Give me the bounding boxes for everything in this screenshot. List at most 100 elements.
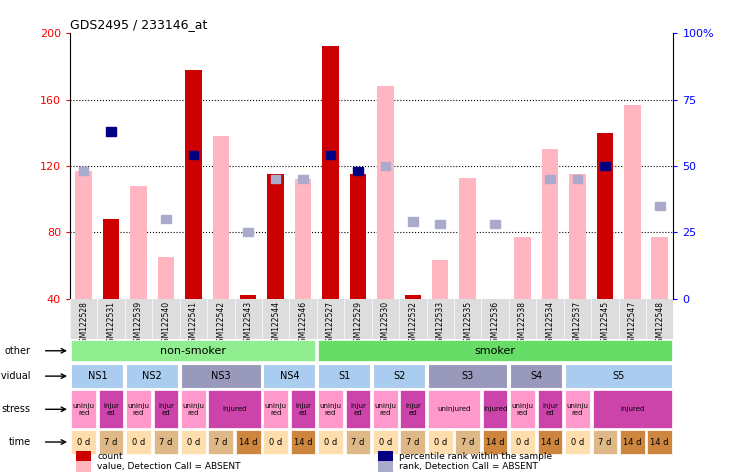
Bar	[514, 237, 531, 299]
Text: 14 d: 14 d	[294, 438, 312, 447]
Text: GSM122540: GSM122540	[161, 301, 171, 347]
Bar	[428, 430, 453, 454]
Bar	[428, 391, 480, 428]
Text: smoker: smoker	[475, 346, 516, 356]
Text: GSM122528: GSM122528	[79, 301, 88, 346]
Bar	[346, 391, 370, 428]
Bar	[126, 391, 151, 428]
Bar	[400, 391, 425, 428]
Bar	[236, 430, 261, 454]
Text: uninju
red: uninju red	[375, 403, 397, 416]
Text: GSM122538: GSM122538	[518, 301, 527, 346]
Bar	[353, 167, 363, 175]
Bar	[76, 461, 91, 472]
Bar	[592, 391, 672, 428]
Text: GSM122527: GSM122527	[326, 301, 335, 346]
Text: 14 d: 14 d	[239, 438, 258, 447]
Bar	[405, 295, 421, 299]
Bar	[208, 391, 261, 428]
Bar	[573, 175, 582, 183]
Bar	[648, 430, 672, 454]
Bar	[408, 218, 417, 226]
Bar	[103, 219, 119, 299]
Text: 7 d: 7 d	[214, 438, 227, 447]
Bar	[510, 430, 535, 454]
Text: rank, Detection Call = ABSENT: rank, Detection Call = ABSENT	[399, 463, 538, 472]
Text: uninju
red: uninju red	[567, 403, 588, 416]
Text: percentile rank within the sample: percentile rank within the sample	[399, 452, 552, 461]
Bar	[373, 391, 397, 428]
Bar	[291, 391, 316, 428]
Bar	[378, 451, 393, 461]
Text: time: time	[9, 437, 31, 447]
Text: injur
ed: injur ed	[405, 403, 421, 416]
Text: 14 d: 14 d	[623, 438, 642, 447]
Text: S4: S4	[530, 371, 542, 381]
Text: GSM122531: GSM122531	[107, 301, 116, 346]
Text: GSM122533: GSM122533	[436, 301, 445, 347]
Bar	[263, 391, 288, 428]
Bar	[322, 46, 339, 299]
Bar	[381, 162, 390, 170]
Bar	[318, 364, 370, 388]
Text: uninju
red: uninju red	[183, 403, 205, 416]
Bar	[263, 430, 288, 454]
Bar	[373, 364, 425, 388]
Text: 7 d: 7 d	[159, 438, 173, 447]
Bar	[130, 186, 146, 299]
Bar	[378, 461, 393, 472]
Text: uninjured: uninjured	[437, 406, 470, 412]
Bar	[244, 228, 253, 237]
Text: 7 d: 7 d	[598, 438, 612, 447]
Text: other: other	[4, 346, 31, 356]
Bar	[350, 174, 367, 299]
Bar	[298, 175, 308, 183]
Text: injur
ed: injur ed	[542, 403, 558, 416]
Text: GSM122547: GSM122547	[628, 301, 637, 347]
Bar	[318, 340, 672, 361]
Bar	[377, 86, 394, 299]
Bar	[538, 391, 562, 428]
Bar	[75, 171, 92, 299]
Bar	[181, 364, 261, 388]
Bar	[592, 430, 618, 454]
Text: NS4: NS4	[280, 371, 300, 381]
Bar	[161, 215, 171, 223]
Text: GSM122535: GSM122535	[463, 301, 473, 347]
Text: injur
ed: injur ed	[350, 403, 366, 416]
Text: uninju
red: uninju red	[73, 403, 95, 416]
Bar	[483, 391, 508, 428]
Text: GSM122537: GSM122537	[573, 301, 582, 347]
Bar	[267, 174, 284, 299]
Text: 0 d: 0 d	[77, 438, 91, 447]
Text: NS2: NS2	[142, 371, 162, 381]
Bar	[318, 391, 343, 428]
Text: GSM122541: GSM122541	[189, 301, 198, 346]
Text: 14 d: 14 d	[651, 438, 669, 447]
Bar	[154, 430, 178, 454]
Text: 7 d: 7 d	[351, 438, 364, 447]
Bar	[346, 430, 370, 454]
Text: GSM122545: GSM122545	[601, 301, 609, 347]
Text: S1: S1	[338, 371, 350, 381]
Bar	[510, 391, 535, 428]
Text: GSM122530: GSM122530	[381, 301, 390, 347]
Bar	[295, 179, 311, 299]
Bar	[373, 430, 397, 454]
Bar	[510, 364, 562, 388]
Text: stress: stress	[1, 404, 31, 414]
Bar	[79, 167, 88, 175]
Text: 0 d: 0 d	[132, 438, 145, 447]
Bar	[291, 430, 316, 454]
Text: uninju
red: uninju red	[512, 403, 534, 416]
Text: count: count	[97, 452, 123, 461]
Text: non-smoker: non-smoker	[160, 346, 227, 356]
Bar	[208, 430, 233, 454]
Text: GSM122542: GSM122542	[216, 301, 225, 346]
Bar	[400, 430, 425, 454]
Text: injured: injured	[222, 406, 247, 412]
Text: value, Detection Call = ABSENT: value, Detection Call = ABSENT	[97, 463, 241, 472]
Text: 0 d: 0 d	[324, 438, 337, 447]
Bar	[432, 261, 448, 299]
Bar	[597, 133, 613, 299]
